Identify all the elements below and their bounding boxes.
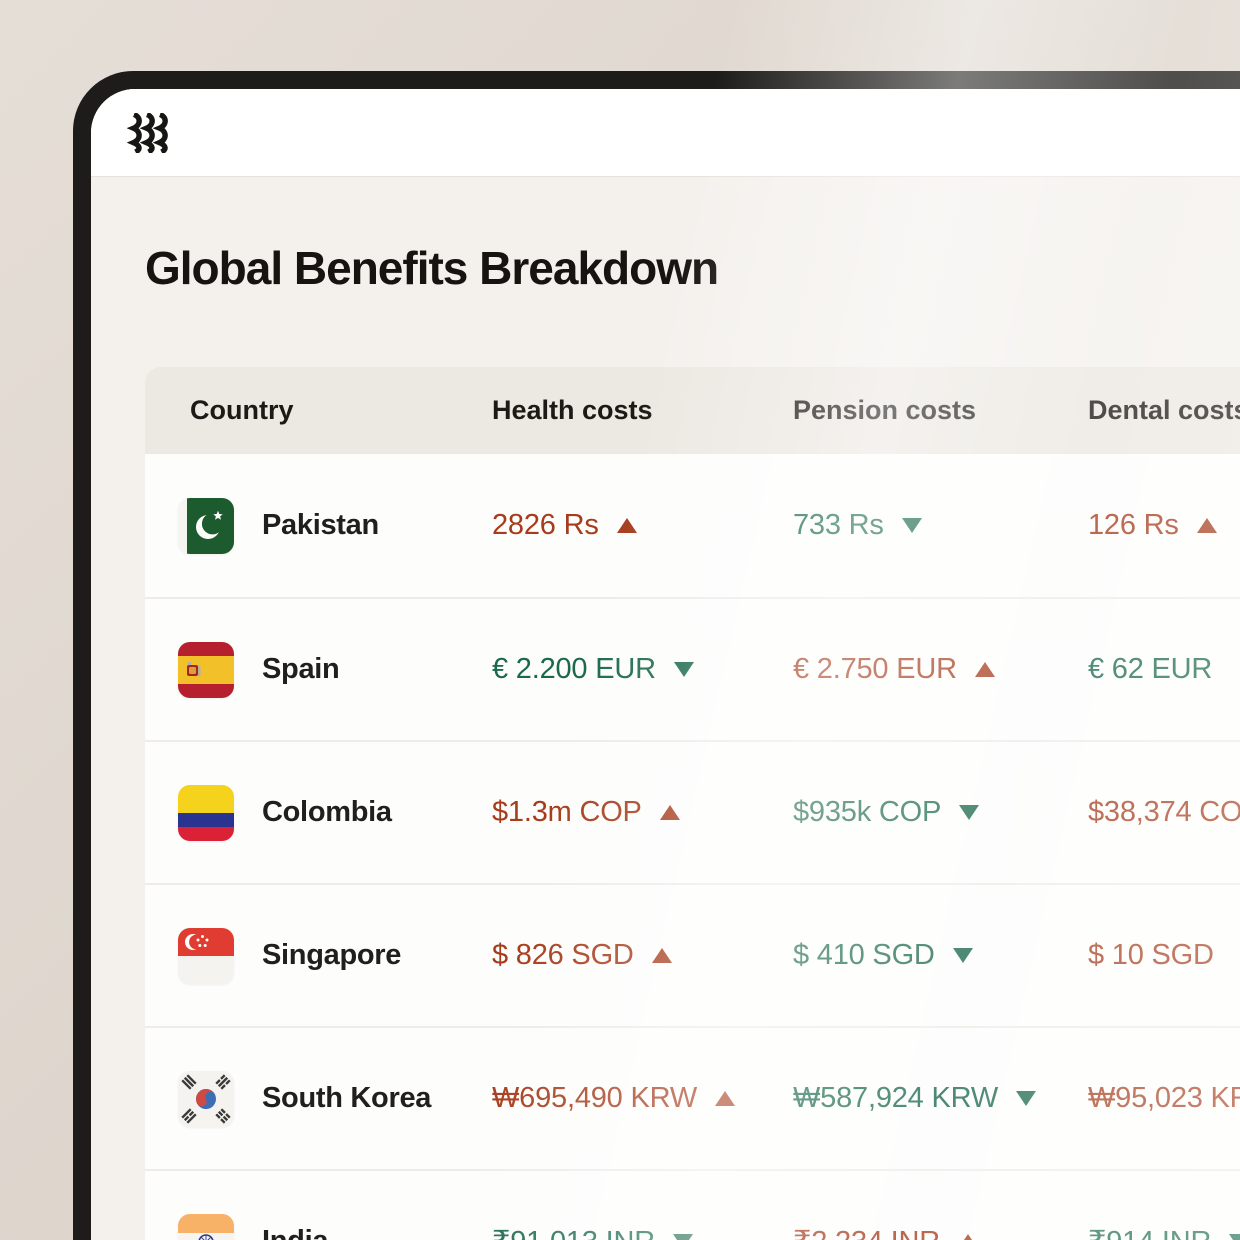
dental-cost-value: ₩95,023 KRW bbox=[1088, 1082, 1240, 1114]
country-cell: India bbox=[178, 1213, 492, 1240]
pension-cost-value: ₹2,234 INR bbox=[793, 1224, 940, 1240]
table-row: India ₹91,013 INR ₹2,234 INR ₹914 INR bbox=[145, 1169, 1240, 1240]
health-cost-value: 2826 Rs bbox=[492, 509, 599, 541]
table-row: Colombia $1.3m COP $935k COP $38,374 COP bbox=[145, 740, 1240, 883]
trend-arrow-icon bbox=[901, 518, 922, 533]
dental-cost-cell: € 62 EUR bbox=[1088, 653, 1240, 686]
south-korea-flag-icon bbox=[178, 1070, 234, 1127]
trend-arrow-icon bbox=[651, 948, 672, 963]
health-cost-value: € 2.200 EUR bbox=[492, 653, 656, 685]
country-name: India bbox=[262, 1225, 328, 1240]
pension-cost-value: $935k COP bbox=[793, 796, 942, 828]
pension-cost-value: ₩587,924 KRW bbox=[793, 1082, 998, 1114]
table-row: Pakistan 2826 Rs 733 Rs 126 Rs bbox=[145, 454, 1240, 597]
trend-arrow-icon bbox=[715, 1091, 735, 1106]
trend-arrow-icon bbox=[974, 662, 995, 677]
trend-arrow-icon bbox=[958, 1234, 979, 1240]
country-cell: Singapore bbox=[178, 927, 492, 984]
column-header-country: Country bbox=[190, 395, 294, 425]
country-name: Singapore bbox=[262, 939, 402, 971]
page-content: Global Benefits Breakdown Country Health… bbox=[91, 177, 1240, 1240]
trend-arrow-icon bbox=[1016, 1091, 1036, 1106]
country-name: Pakistan bbox=[262, 509, 379, 541]
column-header-dental-costs: Dental costs bbox=[1088, 395, 1240, 425]
column-header-pension-costs: Pension costs bbox=[793, 395, 977, 425]
table-row: Spain € 2.200 EUR € 2.750 EUR € 62 EUR bbox=[145, 597, 1240, 740]
health-cost-value: $ 826 SGD bbox=[492, 939, 634, 971]
device-frame: Global Benefits Breakdown Country Health… bbox=[73, 71, 1240, 1240]
table-row: Singapore $ 826 SGD $ 410 SGD $ 10 SGD bbox=[145, 883, 1240, 1026]
dental-cost-value: $ 10 SGD bbox=[1088, 939, 1214, 971]
pension-cost-cell: ₩587,924 KRW bbox=[793, 1082, 1088, 1115]
india-flag-icon bbox=[178, 1213, 234, 1240]
health-cost-cell: ₹91,013 INR bbox=[492, 1224, 793, 1240]
country-cell: South Korea bbox=[178, 1070, 492, 1127]
dental-cost-cell: ₹914 INR bbox=[1088, 1224, 1240, 1240]
country-cell: Colombia bbox=[178, 784, 492, 841]
table-row: South Korea ₩695,490 KRW ₩587,924 KRW ₩9… bbox=[145, 1026, 1240, 1169]
trend-arrow-icon bbox=[959, 805, 980, 820]
health-cost-cell: € 2.200 EUR bbox=[492, 653, 793, 686]
pension-cost-value: € 2.750 EUR bbox=[793, 653, 957, 685]
pension-cost-value: 733 Rs bbox=[793, 509, 884, 541]
dental-cost-value: 126 Rs bbox=[1088, 509, 1179, 541]
pension-cost-cell: ₹2,234 INR bbox=[793, 1224, 1088, 1240]
trend-arrow-icon bbox=[1229, 1234, 1240, 1240]
column-header-health-costs: Health costs bbox=[492, 395, 653, 425]
dental-cost-cell: 126 Rs bbox=[1088, 509, 1240, 542]
dental-cost-cell: $38,374 COP bbox=[1088, 796, 1240, 829]
colombia-flag-icon bbox=[178, 784, 234, 841]
dental-cost-value: € 62 EUR bbox=[1088, 653, 1213, 685]
table-header-row: Country Health costs Pension costs Denta… bbox=[145, 367, 1240, 454]
pakistan-flag-icon bbox=[178, 497, 234, 554]
rippling-logo-icon[interactable] bbox=[127, 112, 173, 153]
dental-cost-value: $38,374 COP bbox=[1088, 796, 1240, 828]
country-name: South Korea bbox=[262, 1082, 432, 1114]
country-cell: Pakistan bbox=[178, 497, 492, 554]
dental-cost-cell: ₩95,023 KRW bbox=[1088, 1082, 1240, 1115]
pension-cost-cell: 733 Rs bbox=[793, 509, 1088, 542]
health-cost-cell: $ 826 SGD bbox=[492, 939, 793, 972]
singapore-flag-icon bbox=[178, 927, 234, 984]
trend-arrow-icon bbox=[673, 662, 694, 677]
pension-cost-cell: € 2.750 EUR bbox=[793, 653, 1088, 686]
app-window: Global Benefits Breakdown Country Health… bbox=[91, 89, 1240, 1240]
health-cost-value: ₹91,013 INR bbox=[492, 1224, 655, 1240]
health-cost-value: $1.3m COP bbox=[492, 796, 642, 828]
trend-arrow-icon bbox=[659, 805, 680, 820]
pension-cost-value: $ 410 SGD bbox=[793, 939, 935, 971]
pension-cost-cell: $935k COP bbox=[793, 796, 1088, 829]
health-cost-value: ₩695,490 KRW bbox=[492, 1082, 697, 1114]
pension-cost-cell: $ 410 SGD bbox=[793, 939, 1088, 972]
trend-arrow-icon bbox=[952, 948, 973, 963]
health-cost-cell: ₩695,490 KRW bbox=[492, 1082, 793, 1115]
benefits-table: Country Health costs Pension costs Denta… bbox=[145, 367, 1240, 1240]
dental-cost-cell: $ 10 SGD bbox=[1088, 939, 1240, 972]
country-cell: Spain bbox=[178, 641, 492, 698]
spain-flag-icon bbox=[178, 641, 234, 698]
top-bar bbox=[91, 89, 1240, 177]
dental-cost-value: ₹914 INR bbox=[1088, 1224, 1211, 1240]
page-title: Global Benefits Breakdown bbox=[145, 242, 719, 294]
trend-arrow-icon bbox=[616, 518, 637, 533]
country-name: Spain bbox=[262, 653, 340, 685]
health-cost-cell: $1.3m COP bbox=[492, 796, 793, 829]
trend-arrow-icon bbox=[1196, 518, 1217, 533]
trend-arrow-icon bbox=[672, 1234, 693, 1240]
health-cost-cell: 2826 Rs bbox=[492, 509, 793, 542]
country-name: Colombia bbox=[262, 796, 392, 828]
